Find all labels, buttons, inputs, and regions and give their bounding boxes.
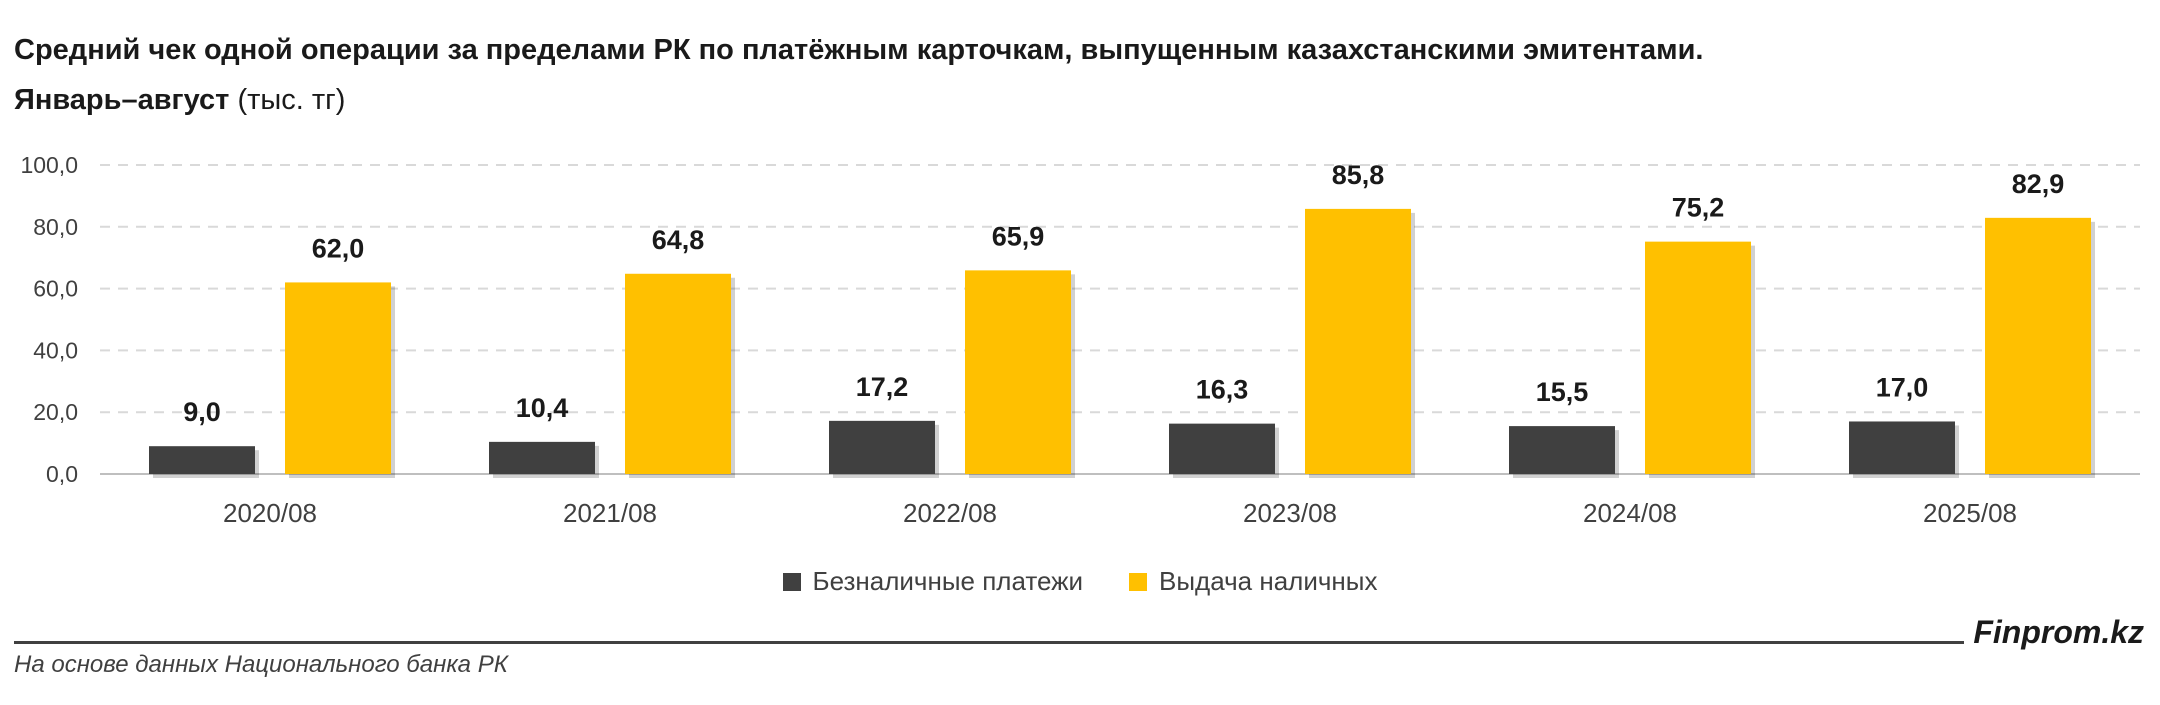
data-label-cashless: 16,3 [1196,375,1249,405]
bars [149,208,2095,479]
legend-item-cash: Выдача наличных [1129,566,1377,597]
legend-swatch-cash [1129,572,1148,591]
data-label-cash: 64,8 [652,225,705,255]
bar-cashless [1509,426,1615,474]
chart-subtitle: Январь–август (тыс. тг) [14,84,345,117]
data-label-cash: 85,8 [1332,160,1385,190]
unit-label: (тыс. тг) [229,84,346,116]
footer-divider [14,641,1964,644]
bar-cash [1985,217,2091,475]
bar-cashless [149,446,255,474]
y-tick-label: 40,0 [33,337,78,363]
bar-cashless [829,420,935,474]
data-label-cashless: 10,4 [516,393,569,423]
x-category-label: 2025/08 [1923,498,2017,528]
y-tick-label: 100,0 [20,152,78,178]
data-label-cash: 62,0 [312,233,365,263]
chart-title: Средний чек одной операции за пределами … [14,34,1704,66]
data-label-cashless: 17,0 [1876,372,1929,402]
bar-cash [1305,208,1411,475]
x-category-label: 2021/08 [563,498,657,528]
y-tick-label: 60,0 [33,276,78,302]
x-category-label: 2022/08 [903,498,997,528]
bar-cash [965,270,1071,474]
y-tick-label: 0,0 [46,461,78,487]
x-axis-labels: 2020/08 2021/08 2022/08 2023/08 2024/08 2025/… [223,498,2017,528]
y-tick-label: 20,0 [33,399,78,425]
data-label-cashless: 17,2 [856,372,909,402]
period-label: Январь–август [14,84,230,116]
data-label-cash: 82,9 [2012,169,2065,199]
x-category-label: 2023/08 [1243,498,1337,528]
legend: Безналичные платежи Выдача наличных [0,566,2160,597]
data-label-cash: 65,9 [992,221,1045,251]
y-axis-ticks: 0,0 20,0 40,0 60,0 80,0 100,0 [20,152,78,487]
bar-cashless [1849,421,1955,474]
bar-cash [285,282,391,474]
brand-logo-text: Finprom.kz [1973,614,2144,650]
data-label-cashless: 9,0 [183,397,221,427]
data-labels: 9,0 62,0 10,4 64,8 17,2 65,9 16,3 85,8 15,5 75,2 1… [183,160,2064,427]
bar-cashless [1169,423,1275,474]
x-category-label: 2024/08 [1583,498,1677,528]
data-label-cashless: 15,5 [1536,377,1589,407]
x-category-label: 2020/08 [223,498,317,528]
bar-cashless [489,441,595,474]
legend-swatch-cashless [782,572,801,591]
bar-cash [1645,241,1751,474]
bar-chart: 0,0 20,0 40,0 60,0 80,0 100,0 9,0 62,0 10,4 64,8… [20,152,2140,528]
data-label-cash: 75,2 [1672,193,1725,223]
source-note: На основе данных Национального банка РК [14,651,508,678]
bar-cash [625,273,731,474]
y-tick-label: 80,0 [33,214,78,240]
legend-label-cashless: Безналичные платежи [812,566,1084,596]
legend-item-cashless: Безналичные платежи [782,566,1084,597]
grid-lines [100,164,2140,475]
legend-label-cash: Выдача наличных [1159,566,1378,596]
